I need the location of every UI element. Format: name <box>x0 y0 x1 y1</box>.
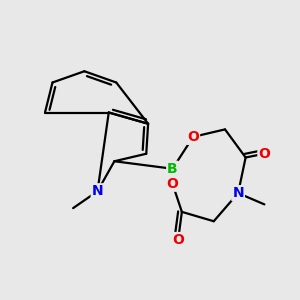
Text: O: O <box>258 147 270 161</box>
Text: O: O <box>172 233 184 247</box>
Text: B: B <box>167 162 178 176</box>
Text: O: O <box>187 130 199 144</box>
Text: N: N <box>232 186 244 200</box>
Text: O: O <box>167 177 178 191</box>
Text: N: N <box>92 184 103 198</box>
